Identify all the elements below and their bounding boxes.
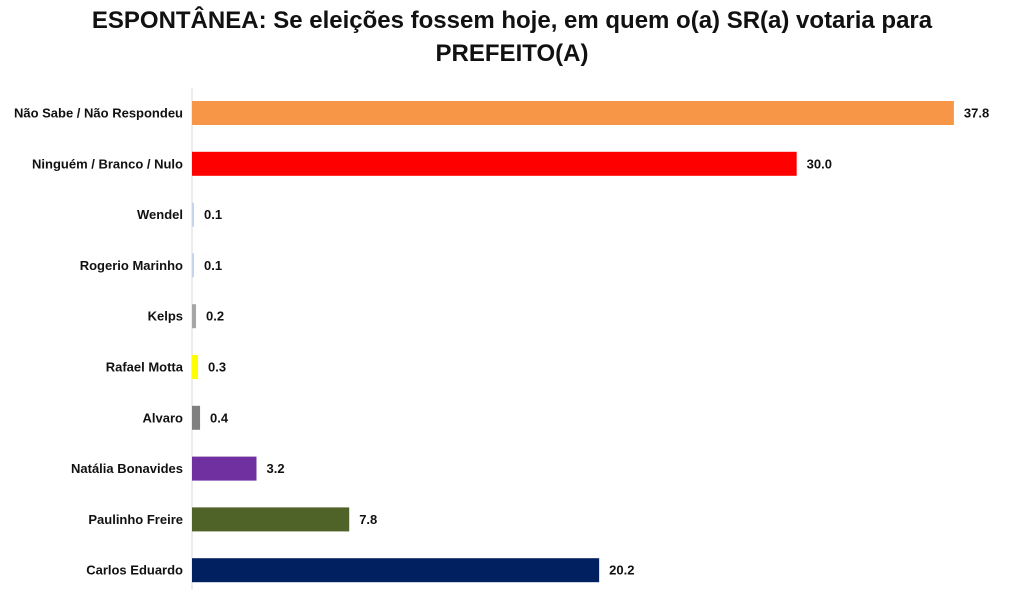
bars-group: Não Sabe / Não Respondeu 37.8 Ninguém / Br… <box>14 101 989 583</box>
bar-natalia-bonavides <box>192 456 257 481</box>
value-label-nao-sabe-nao-respondeu: 37.8 <box>964 106 989 121</box>
value-label-natalia-bonavides: 3.2 <box>266 461 284 476</box>
category-label-alvaro: Alvaro <box>143 410 184 425</box>
category-label-paulinho-freire: Paulinho Freire <box>88 512 183 527</box>
category-label-rafael-motta: Rafael Motta <box>106 360 184 375</box>
category-label-rogerio-marinho: Rogerio Marinho <box>80 258 183 273</box>
category-label-natalia-bonavides: Natália Bonavides <box>71 461 183 476</box>
bar-rogerio-marinho <box>192 253 195 278</box>
bar-ninguem-branco-nulo <box>192 151 797 176</box>
bar-wendel <box>192 202 195 227</box>
value-label-wendel: 0.1 <box>204 207 222 222</box>
value-label-kelps: 0.2 <box>206 309 224 324</box>
bar-kelps <box>192 304 197 329</box>
bar-nao-sabe-nao-respondeu <box>192 101 954 125</box>
value-label-carlos-eduardo: 20.2 <box>609 563 634 578</box>
category-label-carlos-eduardo: Carlos Eduardo <box>86 563 183 578</box>
chart-title: ESPONTÂNEA: Se eleições fossem hoje, em … <box>91 7 933 67</box>
category-label-wendel: Wendel <box>137 207 183 222</box>
value-label-alvaro: 0.4 <box>210 410 229 425</box>
bar-carlos-eduardo <box>192 558 600 583</box>
value-label-ninguem-branco-nulo: 30.0 <box>807 156 832 171</box>
category-label-nao-sabe-nao-respondeu: Não Sabe / Não Respondeu <box>14 106 183 121</box>
category-label-kelps: Kelps <box>148 309 183 324</box>
bar-rafael-motta <box>192 355 199 379</box>
bar-alvaro <box>192 405 201 430</box>
value-label-paulinho-freire: 7.8 <box>359 512 377 527</box>
value-label-rafael-motta: 0.3 <box>208 360 226 375</box>
bar-paulinho-freire <box>192 507 350 532</box>
category-label-ninguem-branco-nulo: Ninguém / Branco / Nulo <box>32 156 183 171</box>
value-label-rogerio-marinho: 0.1 <box>204 258 222 273</box>
